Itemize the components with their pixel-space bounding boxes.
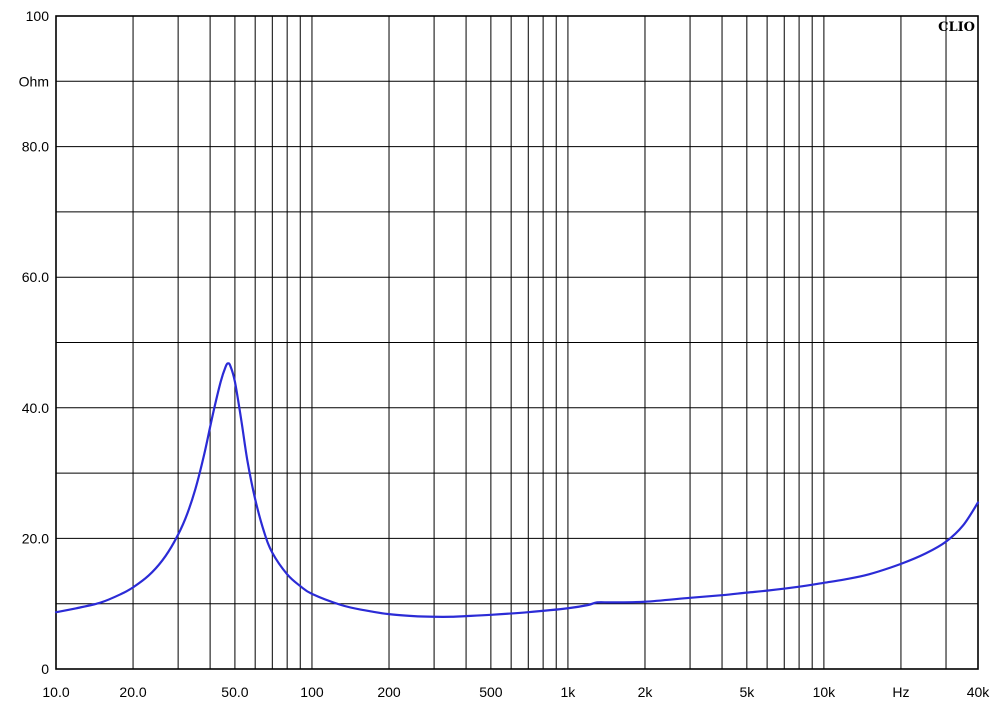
x-tick-label: 40k xyxy=(967,684,991,700)
x-tick-label: 20.0 xyxy=(119,684,146,700)
x-tick-label: 10.0 xyxy=(42,684,69,700)
clio-brand-label: CLIO xyxy=(938,20,975,35)
x-tick-label: 5k xyxy=(739,684,755,700)
y-tick-label: 80.0 xyxy=(22,139,49,155)
y-axis-labels: 0 20.0 40.0 60.0 80.0 Ohm 100 xyxy=(19,8,50,677)
x-axis-labels: 10.0 20.0 50.0 100 200 500 1k 2k 5k 10k Hz 40k xyxy=(42,684,990,700)
x-axis-unit-label: Hz xyxy=(892,684,909,700)
plot-frame xyxy=(55,15,979,670)
x-tick-label: 10k xyxy=(813,684,837,700)
y-tick-label: 20.0 xyxy=(22,530,49,546)
x-tick-label: 100 xyxy=(300,684,324,700)
y-tick-label: 100 xyxy=(26,8,50,24)
y-axis-unit-label: Ohm xyxy=(19,73,49,89)
y-tick-label: 0 xyxy=(41,661,49,677)
x-tick-label: 1k xyxy=(561,684,577,700)
x-tick-label: 50.0 xyxy=(221,684,248,700)
y-tick-label: 40.0 xyxy=(22,400,49,416)
x-tick-label: 2k xyxy=(638,684,654,700)
impedance-curve xyxy=(54,362,980,618)
x-tick-label: 500 xyxy=(479,684,503,700)
grid xyxy=(56,16,978,669)
x-tick-label: 200 xyxy=(377,684,401,700)
series-layer xyxy=(54,362,980,618)
y-tick-label: 60.0 xyxy=(22,269,49,285)
